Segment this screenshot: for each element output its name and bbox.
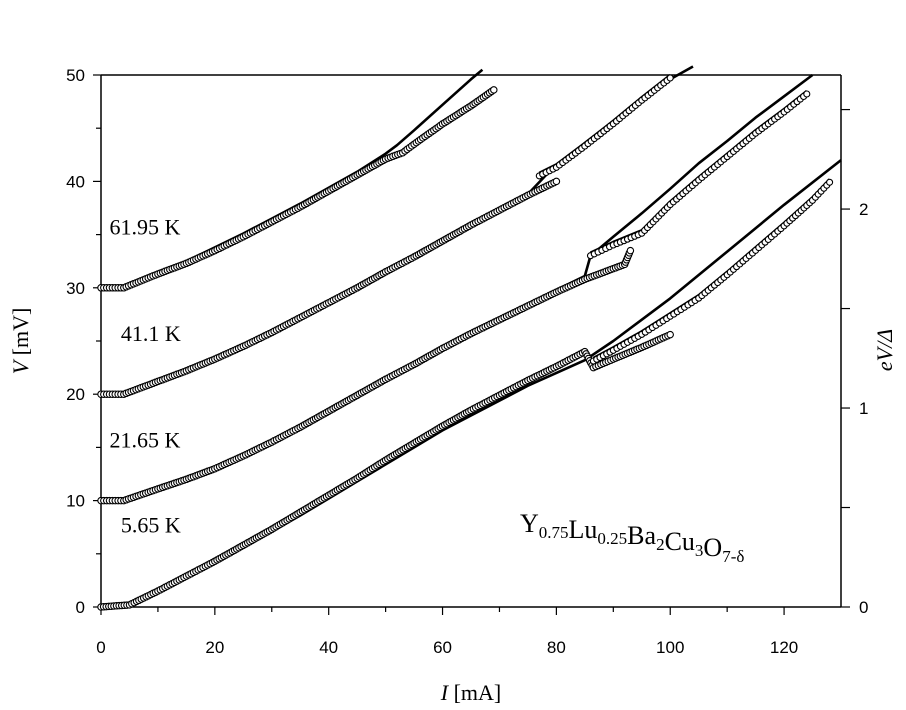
y2-tick-label: 1 (859, 399, 868, 418)
measured-points (97, 74, 834, 611)
model-curve (101, 68, 484, 290)
y-tick-label: 10 (66, 492, 85, 511)
x-tick-label: 80 (547, 638, 566, 657)
plot-frame (100, 74, 842, 608)
x-tick-label: 20 (205, 638, 224, 657)
formula-element: O (703, 533, 722, 562)
data-point (626, 246, 635, 255)
y-tick-label: 20 (66, 385, 85, 404)
data-point (666, 74, 674, 82)
x-tick-label: 60 (433, 638, 452, 657)
y2-ticks: 0 1 2 (841, 108, 868, 617)
x-tick-label: 120 (770, 638, 798, 657)
formula-element: Y (520, 509, 539, 538)
x-tick-label: 0 (96, 638, 105, 657)
series-label: 61.95 K (110, 215, 181, 240)
y-axis-title: V [mV] (8, 308, 33, 375)
data-point (552, 177, 561, 186)
x-axis-title: I [mA] (440, 680, 501, 705)
branch-curve (592, 178, 831, 360)
x-tick-label: 100 (656, 638, 684, 657)
formula-element: Cu (665, 527, 695, 556)
data-point (666, 330, 674, 339)
series-labels: 5.65 K 21.65 K 41.1 K 61.95 K (110, 215, 181, 538)
x-ticks: 0 20 40 60 80 100 120 (96, 607, 798, 657)
data-point (826, 178, 834, 186)
series-label: 21.65 K (110, 427, 181, 452)
formula-subscript: 0.75 (539, 523, 569, 542)
series-label: 5.65 K (121, 513, 181, 538)
x-tick-label: 40 (319, 638, 338, 657)
y-tick-label: 40 (66, 172, 85, 191)
formula-element: Ba (627, 521, 656, 550)
y-tick-label: 50 (66, 66, 85, 85)
formula-subscript: 2 (656, 535, 665, 554)
series-label: 41.1 K (121, 321, 181, 346)
formula-subscript: 3 (695, 541, 704, 560)
data-point (803, 90, 811, 98)
y-ticks: 0 10 20 30 40 50 (66, 66, 101, 617)
model-curve (101, 65, 694, 396)
y2-tick-label: 2 (859, 200, 868, 219)
compound-formula: Y0.75Lu0.25Ba2Cu3O7-δ (520, 509, 744, 566)
y-tick-label: 0 (76, 598, 85, 617)
formula-subscript: 7-δ (722, 547, 744, 566)
y2-axis-title: eV/Δ (872, 329, 897, 371)
data-point (490, 86, 498, 94)
formula-subscript: 0.25 (597, 529, 627, 548)
formula-element: Lu (569, 515, 598, 544)
y-tick-label: 30 (66, 279, 85, 298)
y2-tick-label: 0 (859, 598, 868, 617)
